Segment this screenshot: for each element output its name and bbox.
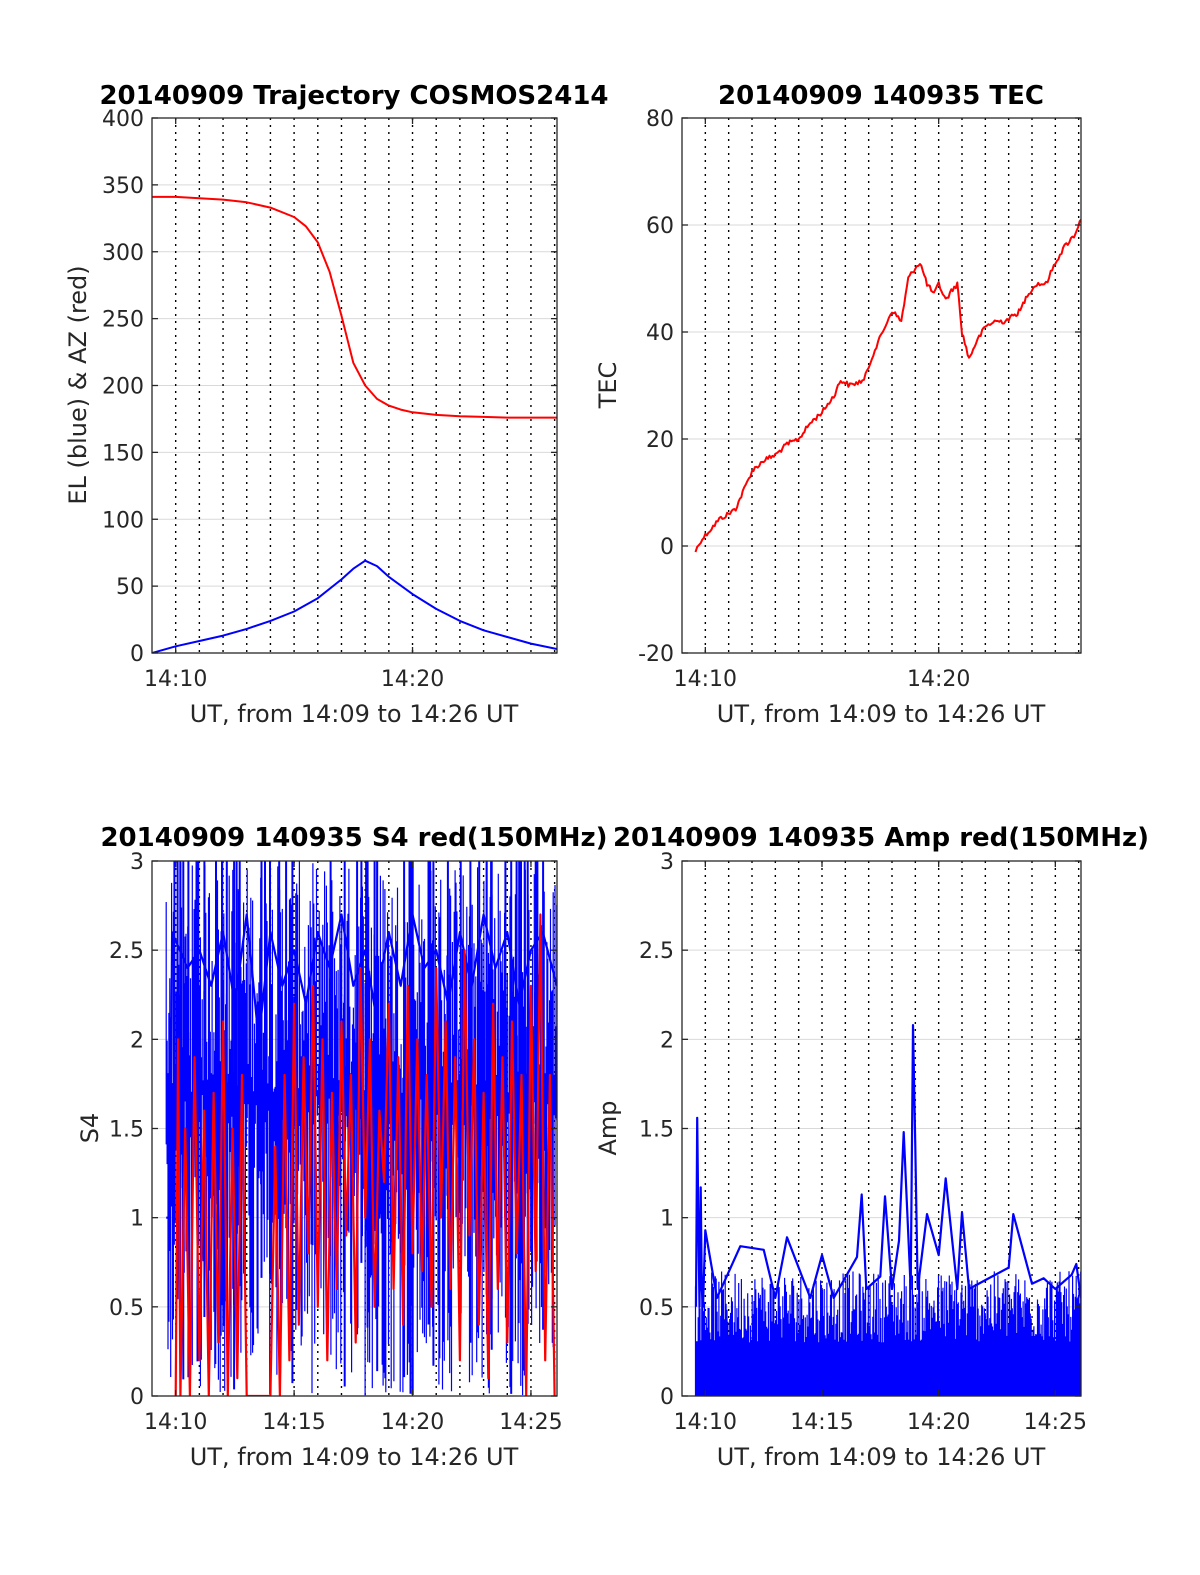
y-tick-label: 400 [102, 107, 144, 132]
x-axis-label: UT, from 14:09 to 14:26 UT [190, 1443, 519, 1471]
x-tick-label: 14:20 [381, 1410, 444, 1435]
series-layer [152, 195, 557, 653]
noise-band [694, 1271, 1081, 1396]
y-tick-label: 1.5 [109, 1118, 144, 1143]
y-tick-label: 60 [646, 214, 674, 239]
subplot-s4: 20140909 140935 S4 red(150MHz) UT, from … [76, 823, 608, 1471]
y-tick-label: 1 [660, 1207, 674, 1232]
y-tick-label: 250 [102, 308, 144, 333]
x-tick-label: 14:20 [381, 667, 444, 692]
plot-area [682, 118, 1081, 653]
y-tick-label: 150 [102, 441, 144, 466]
y-tick-label: 100 [102, 508, 144, 533]
axes-box [681, 117, 1082, 654]
subplot-trajectory: 20140909 Trajectory COSMOS2414 UT, from … [64, 81, 609, 728]
x-tick-label: 14:10 [674, 667, 737, 692]
series-line-blue [166, 913, 557, 1219]
y-axis-label: S4 [76, 1113, 104, 1144]
y-tick-label: 50 [116, 575, 144, 600]
y-tick-label: 20 [646, 428, 674, 453]
series-line-blue [152, 559, 557, 653]
y-tick-label: 200 [102, 375, 144, 400]
series-line-blue [694, 1023, 1081, 1308]
y-axis-label: TEC [594, 362, 622, 410]
y-tick-label: 0 [660, 535, 674, 560]
y-tick-label: 3 [130, 850, 144, 875]
y-tick-label: 80 [646, 107, 674, 132]
y-tick-label: 2 [660, 1028, 674, 1053]
x-tick-label: 14:15 [262, 1410, 325, 1435]
y-tick-label: 0 [130, 1385, 144, 1410]
x-tick-label: 14:20 [907, 667, 970, 692]
x-axis-label: UT, from 14:09 to 14:26 UT [190, 700, 519, 728]
y-tick-label: 0 [660, 1385, 674, 1410]
series-line-red [694, 218, 1081, 553]
series-line-red [152, 195, 557, 419]
x-tick-label: 14:25 [1024, 1410, 1087, 1435]
x-tick-label: 14:10 [144, 1410, 207, 1435]
chart-title: 20140909 140935 S4 red(150MHz) [100, 823, 607, 853]
chart-title: 20140909 140935 Amp red(150MHz) [613, 823, 1149, 853]
x-tick-label: 14:20 [907, 1410, 970, 1435]
chart-title: 20140909 140935 TEC [718, 81, 1044, 111]
x-axis-label: UT, from 14:09 to 14:26 UT [717, 700, 1046, 728]
x-tick-label: 14:15 [790, 1410, 853, 1435]
y-tick-label: 1 [130, 1207, 144, 1232]
y-tick-label: 2.5 [639, 939, 674, 964]
y-tick-label: 2.5 [109, 939, 144, 964]
y-tick-label: 0.5 [639, 1296, 674, 1321]
y-tick-label: -20 [638, 642, 674, 667]
x-axis-label: UT, from 14:09 to 14:26 UT [717, 1443, 1046, 1471]
x-tick-label: 14:25 [499, 1410, 562, 1435]
subplot-tec: 20140909 140935 TEC UT, from 14:09 to 14… [594, 81, 1082, 728]
x-tick-label: 14:10 [144, 667, 207, 692]
series-line-red [174, 913, 556, 1396]
y-tick-label: 0 [130, 642, 144, 667]
y-tick-label: 1.5 [639, 1118, 674, 1143]
y-tick-label: 40 [646, 321, 674, 346]
y-tick-label: 300 [102, 241, 144, 266]
y-tick-label: 2 [130, 1028, 144, 1053]
series-layer [694, 218, 1081, 553]
y-tick-label: 3 [660, 850, 674, 875]
series-layer [694, 1023, 1081, 1396]
chart-title: 20140909 Trajectory COSMOS2414 [99, 81, 608, 111]
y-tick-label: 350 [102, 174, 144, 199]
subplot-amp: 20140909 140935 Amp red(150MHz) UT, from… [594, 823, 1149, 1471]
x-tick-label: 14:10 [674, 1410, 737, 1435]
series-layer [165, 861, 557, 1396]
y-axis-label: EL (blue) & AZ (red) [64, 265, 92, 504]
y-tick-label: 0.5 [109, 1296, 144, 1321]
y-axis-label: Amp [594, 1100, 622, 1155]
